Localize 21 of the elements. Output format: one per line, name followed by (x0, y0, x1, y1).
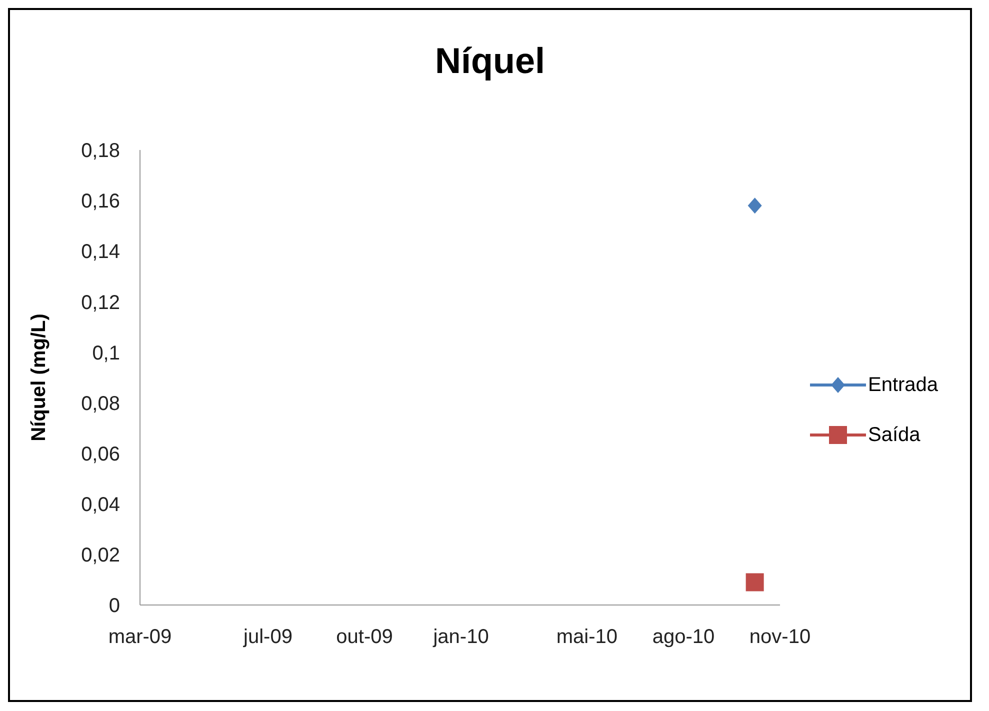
x-tick-label: jan-10 (432, 626, 489, 648)
y-tick-label: 0,14 (81, 241, 120, 264)
x-tick-label: nov-10 (749, 626, 811, 648)
y-axis-title: Níquel (mg/L) (28, 314, 50, 442)
x-tick-label: mai-10 (556, 626, 618, 648)
y-tick-label: 0,18 (81, 140, 120, 162)
x-tick-label: mar-09 (108, 626, 172, 648)
y-tick-label: 0,08 (81, 392, 120, 415)
y-tick-label: 0,06 (81, 443, 120, 466)
y-tick-label: 0,04 (81, 494, 120, 516)
y-tick-label: 0,12 (81, 292, 120, 314)
y-tick-label: 0,16 (81, 190, 120, 213)
y-tick-label: 0,02 (81, 544, 120, 567)
y-tick-label: 0 (108, 595, 120, 618)
legend-label: Saída (868, 424, 920, 446)
x-tick-label: ago-10 (652, 626, 715, 648)
chart-title: Níquel (434, 40, 546, 82)
x-tick-label: jul-09 (242, 626, 292, 648)
legend-label: Entrada (868, 374, 938, 396)
y-tick-label: 0,1 (92, 342, 120, 364)
x-tick-label: out-09 (336, 626, 393, 648)
